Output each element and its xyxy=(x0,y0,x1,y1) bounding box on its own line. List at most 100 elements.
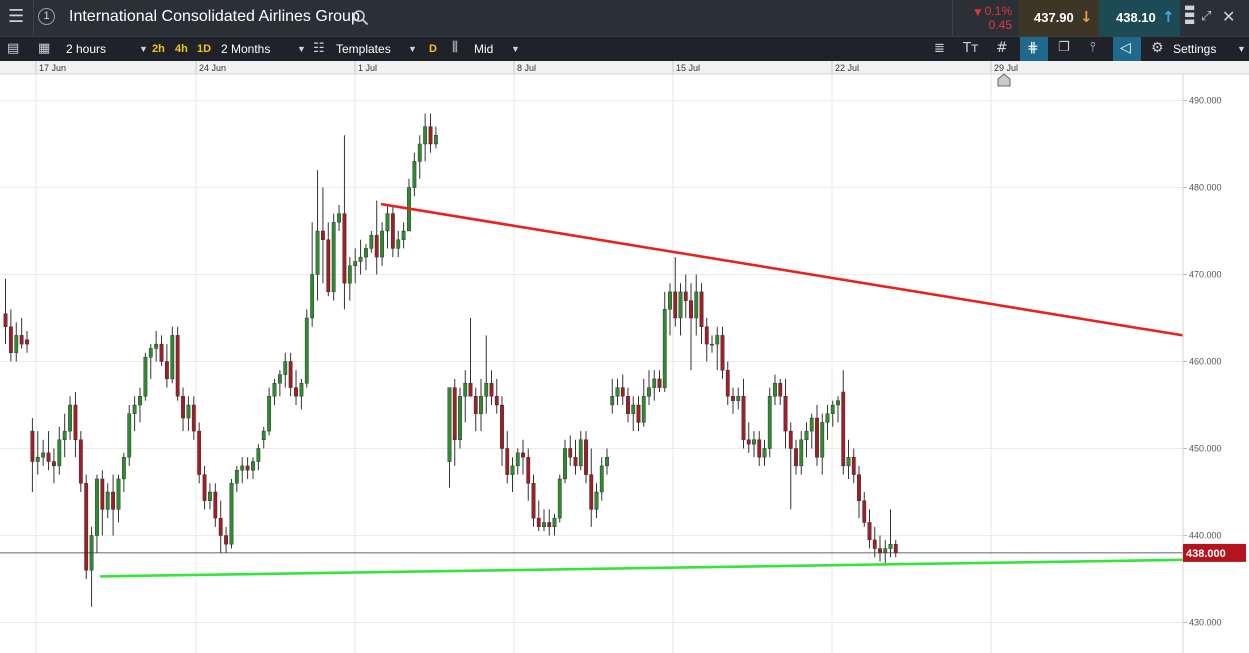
bullish-candle xyxy=(557,478,562,519)
bearish-candle xyxy=(547,522,552,528)
bearish-candle xyxy=(589,474,594,510)
candlestick-chart[interactable]: 17 Jun 24 Jun 1 Jul 8 Jul 15 Jul 22 Jul 29 Jul… xyxy=(0,61,1249,653)
layers-icon[interactable]: ❐ xyxy=(1058,40,1070,55)
bullish-candle xyxy=(447,387,452,462)
interval-dropdown[interactable]: 2 hours ▼ xyxy=(66,37,148,61)
bullish-candle xyxy=(594,491,599,510)
bearish-candle xyxy=(175,335,180,397)
y-axis: 490.000 480.000 470.000 460.000 450.000 440.0… xyxy=(1182,74,1246,653)
info-badge-number: 1 xyxy=(43,10,50,22)
grid-layout-icon[interactable]: ▦ xyxy=(38,41,51,56)
price-type-dropdown[interactable]: Mid ▼ xyxy=(474,37,520,61)
quick-interval-1d[interactable]: 1D xyxy=(197,43,212,55)
tag-tool-active-button[interactable]: ◁ xyxy=(1113,37,1141,61)
quick-interval-2h[interactable]: 2h xyxy=(152,43,165,55)
price-chart[interactable]: 17 Jun 24 Jun 1 Jul 8 Jul 15 Jul 22 Jul 29 Jul… xyxy=(0,61,1249,653)
chevron-down-icon: ▼ xyxy=(297,44,306,54)
info-badge[interactable]: 1 xyxy=(38,8,55,25)
gear-icon: ⚙ xyxy=(1151,40,1164,56)
list-icon[interactable]: ▤ xyxy=(7,41,20,56)
expand-icon[interactable]: ⤢ xyxy=(1201,9,1212,24)
bullish-candle xyxy=(138,396,142,406)
settings-label: Settings xyxy=(1173,42,1217,56)
text-size-icon[interactable]: Tт xyxy=(963,41,979,56)
bullish-candle xyxy=(234,470,239,484)
bearish-candle xyxy=(390,213,395,249)
period-dropdown[interactable]: 2 Months ▼ xyxy=(221,37,306,61)
bearish-candle xyxy=(794,448,798,467)
bearish-candle xyxy=(584,439,588,475)
y-tick-label: 470.000 xyxy=(1189,270,1222,280)
drawing-tool-active-button[interactable]: ⋕ xyxy=(1020,37,1048,61)
bearish-candle xyxy=(473,396,478,414)
bullish-candle xyxy=(121,457,126,480)
bullish-candle xyxy=(57,439,62,467)
bullish-candle xyxy=(347,265,352,284)
bullish-candle xyxy=(752,439,756,445)
bearish-candle xyxy=(720,335,725,371)
y-tick-label: 490.000 xyxy=(1189,96,1222,106)
bearish-candle xyxy=(683,291,688,301)
bullish-candle xyxy=(41,452,46,458)
bullish-candle xyxy=(767,396,772,449)
bullish-candle xyxy=(304,317,309,384)
bearish-candle xyxy=(202,474,207,501)
settings-dropdown[interactable]: Settings ▼ xyxy=(1173,37,1246,61)
daily-badge[interactable]: D xyxy=(429,43,437,55)
bullish-candle xyxy=(836,400,840,406)
current-price-label: 438.000 xyxy=(1186,548,1226,560)
bullish-candle xyxy=(353,261,358,266)
search-icon[interactable] xyxy=(352,9,370,27)
bullish-candle xyxy=(148,348,153,358)
bullish-candle xyxy=(364,248,368,258)
bullish-candle xyxy=(267,396,272,432)
x-tick-label: 8 Jul xyxy=(517,63,536,73)
quick-interval-4h[interactable]: 4h xyxy=(175,43,188,55)
bearish-candle xyxy=(494,396,499,406)
bullish-candle xyxy=(647,387,651,397)
bullish-candle xyxy=(299,383,304,397)
bearish-candle xyxy=(505,448,510,475)
trendlines[interactable] xyxy=(0,202,1184,578)
bullish-candle xyxy=(652,378,657,388)
bearish-candle xyxy=(374,235,379,258)
support-trendline xyxy=(99,558,1184,578)
bullish-candle xyxy=(668,291,672,310)
current-price-tag xyxy=(1183,543,1246,562)
bullish-candle xyxy=(283,361,288,375)
bullish-candle xyxy=(251,461,255,471)
bearish-candle xyxy=(19,335,24,345)
bearish-candle xyxy=(673,291,678,319)
bullish-candle xyxy=(458,396,462,440)
bullish-candle xyxy=(479,396,483,414)
indicators-icon[interactable]: ≣ xyxy=(934,41,945,56)
bullish-candle xyxy=(170,335,175,380)
bearish-candle xyxy=(321,230,325,240)
close-icon[interactable]: ✕ xyxy=(1222,7,1236,26)
buy-price: 438.10 xyxy=(1116,10,1156,25)
instrument-name[interactable]: International Consolidated Airlines Grou… xyxy=(69,8,360,25)
bearish-candle xyxy=(788,430,793,449)
buy-button[interactable]: 438.10 ↑ xyxy=(1099,0,1180,36)
bullish-candle xyxy=(825,413,830,423)
bearish-candle xyxy=(159,343,164,362)
bearish-candle xyxy=(111,491,116,510)
crosshair-grid-icon[interactable]: # xyxy=(996,40,1008,56)
bearish-candle xyxy=(872,539,877,549)
alerts-icon[interactable]: ⫯ xyxy=(1090,40,1096,55)
date-marker[interactable] xyxy=(997,73,1011,87)
bullish-candle xyxy=(240,465,245,471)
templates-dropdown[interactable]: Templates ▼ xyxy=(336,37,417,61)
window-controls: ▬ ▬ ▬ ⤢ ✕ xyxy=(1180,0,1249,36)
bearish-candle xyxy=(731,396,735,401)
bullish-candle xyxy=(463,383,468,397)
bearish-candle xyxy=(862,500,867,523)
menu-button[interactable]: ☰ xyxy=(0,0,34,36)
scroll-icon[interactable]: ▬ ▬ ▬ xyxy=(1184,0,1196,28)
y-tick-label: 460.000 xyxy=(1189,357,1222,367)
bearish-candle xyxy=(626,396,630,414)
sell-button[interactable]: 437.90 ↓ xyxy=(1018,0,1099,36)
down-triangle-icon: ▼ xyxy=(974,8,982,18)
bullish-candle xyxy=(14,335,19,353)
bullish-candle xyxy=(331,222,336,293)
